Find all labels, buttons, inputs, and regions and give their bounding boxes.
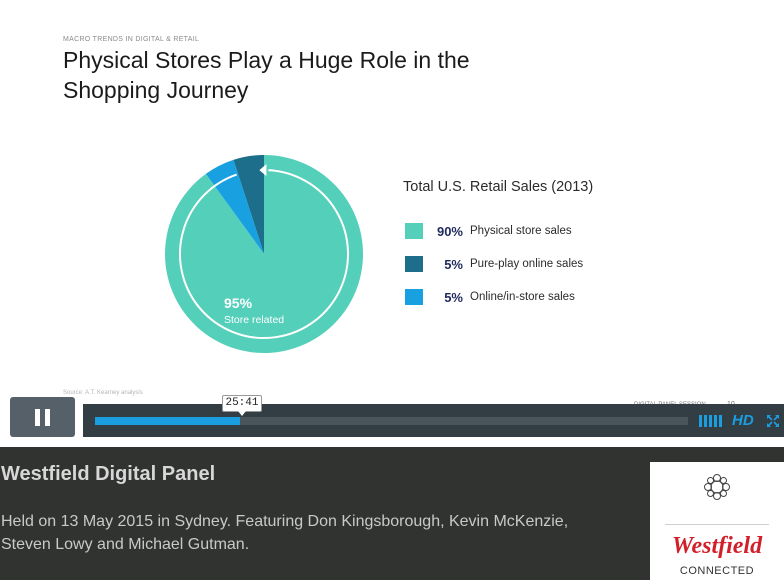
legend-value-physical: 90%: [436, 223, 463, 239]
slide-source: Source: A.T. Kearney analysis: [63, 390, 143, 396]
westfield-logo: Westfield CONNECTED: [650, 462, 784, 580]
volume-icon[interactable]: [699, 415, 722, 427]
video-info-panel: Westfield Digital Panel Held on 13 May 2…: [0, 447, 784, 580]
video-controls: HD 25:41: [0, 395, 784, 447]
legend-item-pureplay: 5% Pure-play online sales: [405, 255, 583, 273]
progress-fill: [95, 417, 241, 425]
chart-title: Total U.S. Retail Sales (2013): [403, 179, 594, 195]
legend-label-online-instore: Online/in-store sales: [470, 291, 575, 303]
pie-slice-1: [233, 155, 264, 254]
logo-wordmark: Westfield: [671, 533, 763, 559]
pie-slice-0: [165, 155, 363, 353]
pie-chart: 95% Store related: [165, 155, 363, 353]
legend-swatch-physical: [405, 223, 423, 239]
progress-track[interactable]: [95, 417, 688, 425]
legend-value-pureplay: 5%: [444, 256, 463, 272]
arc-arrow-icon: [259, 164, 267, 177]
legend-item-online-instore: 5% Online/in-store sales: [405, 288, 575, 306]
legend-item-physical: 90% Physical store sales: [405, 222, 572, 240]
westfield-emblem-icon: [704, 474, 730, 500]
legend-label-physical: Physical store sales: [470, 225, 572, 237]
pie-annotation-label: Store related: [224, 314, 284, 326]
hd-toggle[interactable]: HD: [732, 412, 754, 429]
fullscreen-icon[interactable]: [766, 414, 780, 433]
video-description: Held on 13 May 2015 in Sydney. Featuring…: [1, 513, 569, 553]
pause-button[interactable]: [10, 397, 75, 437]
store-related-arc: [179, 169, 349, 339]
legend-swatch-pureplay: [405, 256, 423, 272]
control-bar: HD: [83, 404, 784, 437]
pie-annotation-value: 95%: [224, 295, 253, 311]
presentation-slide: MACRO TRENDS IN DIGITAL & RETAIL Physica…: [63, 36, 735, 408]
pie-slice-2: [205, 159, 264, 254]
legend-swatch-online-instore: [405, 289, 423, 305]
slide-eyebrow: MACRO TRENDS IN DIGITAL & RETAIL: [63, 36, 200, 43]
logo-divider: [665, 524, 769, 525]
logo-subtitle: CONNECTED: [679, 565, 755, 577]
pause-icon: [33, 408, 53, 426]
time-tooltip: 25:41: [222, 395, 262, 416]
legend-value-online-instore: 5%: [444, 289, 463, 305]
slide-title: Physical Stores Play a Huge Role in the …: [63, 47, 470, 103]
video-title: Westfield Digital Panel: [1, 463, 216, 485]
legend-label-pureplay: Pure-play online sales: [470, 258, 584, 270]
